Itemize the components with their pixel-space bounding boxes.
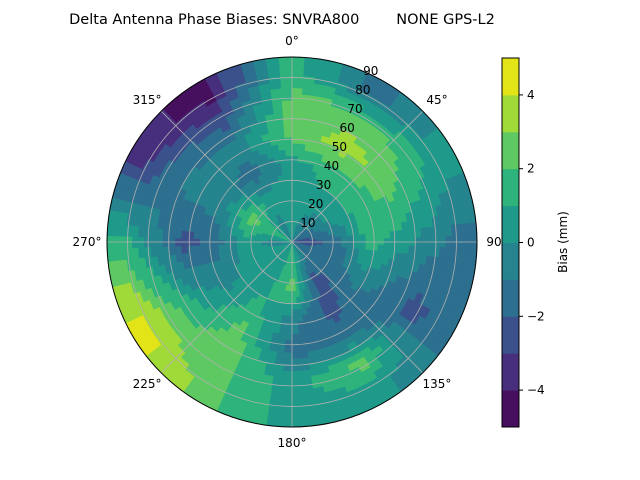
angular-tick-label: 225°	[133, 377, 162, 391]
radial-tick-label: 20	[308, 197, 323, 211]
colorbar-swatch	[502, 168, 519, 207]
angular-tick-label: 180°	[278, 436, 307, 450]
radial-tick-label: 80	[355, 83, 370, 97]
radial-tick-label: 70	[347, 102, 362, 116]
colorbar-swatch	[502, 94, 519, 133]
colorbar: −4 −2 0 2 4	[501, 57, 545, 428]
angular-tick-label: 270°	[73, 235, 102, 249]
contour-cell	[288, 191, 293, 200]
colorbar-tick-label: 2	[527, 162, 535, 176]
colorbar-swatch	[502, 316, 519, 354]
colorbar-tick-label: −4	[527, 383, 545, 397]
angular-gridline	[160, 110, 293, 243]
contour-cell	[278, 57, 293, 64]
contour-cell	[286, 173, 293, 181]
contour-cell	[291, 420, 306, 427]
contour-cell	[107, 247, 115, 262]
colorbar-swatch	[502, 205, 519, 243]
colorbar-swatch	[502, 390, 519, 428]
angular-tick-label: 45°	[426, 93, 447, 107]
colorbar-swatch	[502, 131, 519, 170]
angular-gridline	[160, 241, 293, 374]
polar-frame	[106, 56, 478, 428]
angular-gridline	[291, 110, 424, 243]
radial-tick-label: 50	[332, 140, 347, 154]
angular-tick-label: 135°	[423, 377, 452, 391]
contour-cell	[291, 278, 296, 287]
colorbar-tick-label: 4	[527, 88, 535, 102]
contour-cell	[469, 222, 477, 237]
angular-tick-label: 315°	[133, 93, 162, 107]
radial-tick-label: 40	[324, 159, 339, 173]
radial-tick-label: 90	[363, 64, 378, 78]
radial-tick-label: 10	[300, 216, 315, 230]
colorbar-tick-label: −2	[527, 309, 545, 323]
contour-cell	[287, 185, 293, 194]
contour-field	[107, 57, 477, 427]
colorbar-swatch	[502, 58, 519, 96]
polar-grid	[107, 57, 477, 427]
contour-cell	[291, 290, 297, 299]
angular-gridline	[291, 241, 424, 374]
colorbar-swatch	[502, 353, 519, 391]
colorbar-label: Bias (mm)	[556, 211, 570, 273]
contour-cell	[291, 284, 296, 293]
colorbar-swatch	[502, 242, 519, 280]
contour-cell	[291, 303, 298, 311]
contour-cell	[288, 197, 293, 206]
angular-tick-label: 0°	[285, 34, 299, 48]
colorbar-tick-label: 0	[527, 236, 535, 250]
radial-tick-label: 60	[340, 121, 355, 135]
radial-tick-labels: 10 20 30 40 50 60 70 80 90	[300, 64, 378, 230]
radial-tick-label: 30	[316, 178, 331, 192]
colorbar-swatch	[502, 279, 519, 317]
chart-title: Delta Antenna Phase Biases: SNVRA800 NON…	[69, 12, 495, 28]
